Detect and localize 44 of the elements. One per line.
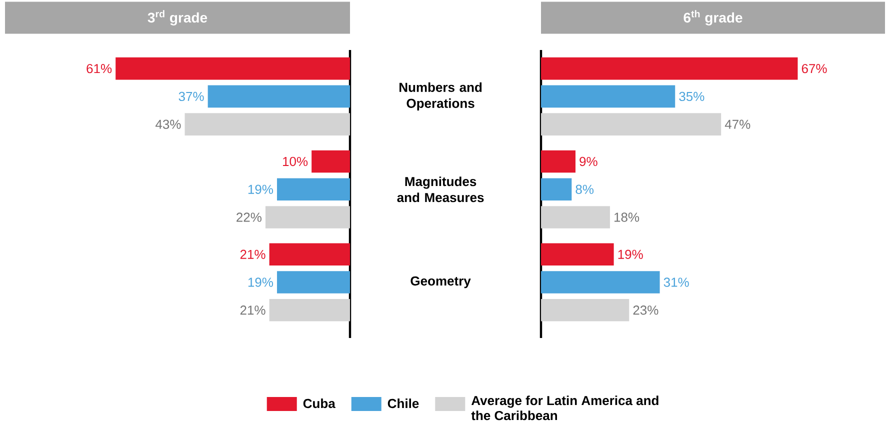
data-label: 21%	[240, 306, 266, 315]
bar	[541, 243, 614, 266]
data-label: 31%	[664, 278, 689, 287]
data-label: 22%	[236, 212, 262, 222]
bar	[541, 298, 630, 322]
bar	[541, 178, 572, 201]
data-label: 21%	[240, 250, 266, 259]
data-label: 43%	[156, 120, 181, 129]
bar	[276, 271, 350, 294]
data-label: 19%	[618, 250, 643, 259]
y-tick-label: Geometry	[410, 276, 471, 288]
data-label: 23%	[633, 306, 658, 315]
bar	[269, 298, 350, 322]
chart-title: 3$^{rd}$ grade	[148, 10, 208, 26]
legend-label: Chile	[388, 398, 419, 408]
bar	[184, 113, 350, 136]
data-label: 67%	[802, 64, 827, 74]
legend-label: Average for Latin America and the Caribbean	[471, 396, 658, 420]
data-label: 9%	[580, 156, 598, 166]
bar	[541, 57, 798, 80]
data-label: 47%	[724, 120, 750, 129]
data-label: 18%	[614, 212, 640, 222]
data-label: 37%	[178, 92, 204, 102]
data-label: 19%	[248, 278, 273, 287]
bar	[541, 85, 676, 108]
legend-label: Cuba	[303, 398, 336, 408]
bar	[276, 178, 350, 201]
data-label: 19%	[248, 184, 273, 194]
data-label: 61%	[86, 64, 112, 74]
bar	[541, 206, 610, 228]
bar	[541, 113, 722, 136]
bar	[265, 206, 350, 228]
data-label: 35%	[679, 92, 704, 102]
bar	[541, 150, 576, 173]
y-tick-label: Numbers and Operations	[400, 82, 482, 111]
bar	[312, 150, 350, 173]
bar	[208, 85, 350, 108]
y-tick-label: Magnitudes and Measures	[397, 176, 484, 202]
bar	[541, 271, 660, 294]
bar	[116, 57, 350, 80]
chart-title: 6$^{th}$ grade	[684, 10, 742, 26]
bar	[269, 243, 350, 266]
data-label: 10%	[283, 156, 308, 166]
data-label: 8%	[576, 184, 594, 194]
